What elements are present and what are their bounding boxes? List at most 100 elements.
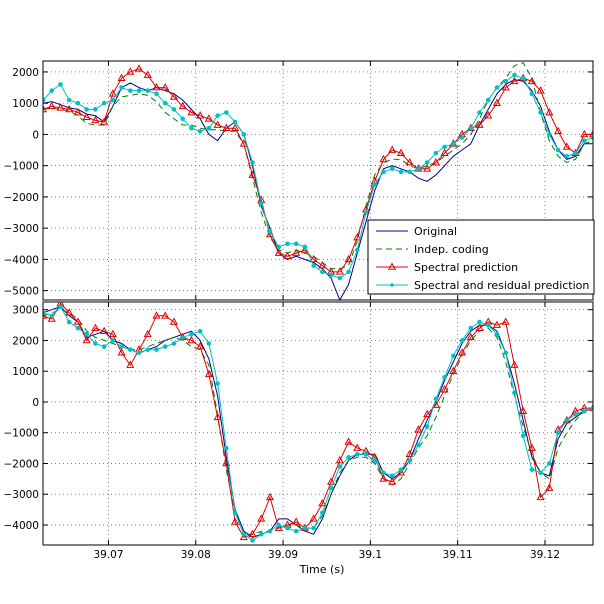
triangle-marker bbox=[65, 308, 74, 316]
triangle-marker bbox=[318, 498, 327, 507]
dot-marker bbox=[145, 88, 151, 93]
dot-marker bbox=[241, 531, 247, 537]
dot-marker bbox=[293, 528, 299, 534]
triangle-marker bbox=[126, 67, 135, 75]
triangle-marker bbox=[449, 366, 458, 375]
dot-marker bbox=[459, 338, 465, 343]
triangle-marker bbox=[440, 385, 449, 393]
dot-marker bbox=[354, 247, 360, 253]
triangle-marker bbox=[554, 126, 563, 135]
triangle-marker bbox=[222, 123, 231, 131]
dot-marker bbox=[433, 396, 439, 402]
dot-marker bbox=[75, 325, 81, 331]
dot-marker bbox=[363, 451, 369, 457]
dot-marker bbox=[547, 461, 552, 466]
dot-marker bbox=[320, 510, 325, 516]
dot-marker bbox=[136, 350, 142, 356]
dot-marker bbox=[416, 166, 421, 172]
dot-marker bbox=[136, 88, 142, 93]
series-group bbox=[43, 302, 593, 543]
series-group bbox=[43, 61, 593, 300]
top-panel: 2000 1000 0 −1000 −2000 −3000 −4000 −5000 bbox=[3, 60, 594, 301]
y-tick-label: −2000 bbox=[3, 192, 39, 204]
dot-marker bbox=[66, 319, 72, 325]
triangle-marker bbox=[335, 267, 344, 275]
dot-marker bbox=[459, 135, 465, 140]
triangle-marker bbox=[108, 89, 117, 97]
dot-marker bbox=[547, 132, 552, 137]
y-tick-label: −4000 bbox=[3, 520, 39, 532]
plot-frame bbox=[42, 60, 594, 301]
triangle-marker bbox=[187, 108, 196, 116]
triangle-marker bbox=[100, 326, 109, 335]
triangle-marker bbox=[274, 523, 283, 531]
dot-marker bbox=[224, 445, 229, 451]
triangle-marker bbox=[545, 108, 554, 116]
dot-marker bbox=[538, 470, 543, 476]
triangle-marker bbox=[466, 332, 475, 341]
dot-marker bbox=[311, 525, 316, 531]
dot-marker bbox=[171, 341, 177, 346]
triangle-marker bbox=[65, 104, 74, 113]
series-line-2 bbox=[43, 61, 593, 270]
dot-marker bbox=[354, 451, 360, 457]
y-tick-label: 2000 bbox=[12, 67, 39, 79]
dot-marker bbox=[468, 325, 474, 331]
triangle-marker bbox=[335, 455, 344, 464]
dot-marker bbox=[363, 210, 369, 215]
dot-marker bbox=[101, 344, 107, 349]
x-tick-label: 39.1 bbox=[359, 549, 382, 561]
dot-marker bbox=[372, 182, 378, 187]
triangle-marker bbox=[248, 170, 257, 178]
dot-marker bbox=[154, 91, 159, 97]
triangle-marker bbox=[161, 311, 170, 319]
triangle-marker bbox=[56, 103, 65, 111]
dot-marker bbox=[433, 150, 439, 156]
triangle-marker bbox=[231, 123, 240, 131]
dot-marker bbox=[398, 169, 404, 175]
x-axis-label: Time (s) bbox=[299, 563, 345, 576]
dot-marker bbox=[328, 272, 334, 278]
x-tick-label: 39.11 bbox=[443, 549, 473, 561]
dot-marker bbox=[75, 100, 81, 106]
dot-marker bbox=[128, 347, 133, 352]
dot-marker bbox=[320, 269, 325, 275]
y-tick-label: 2000 bbox=[12, 335, 39, 347]
dot-marker bbox=[442, 144, 447, 150]
dot-marker bbox=[538, 110, 543, 115]
dot-marker bbox=[512, 390, 517, 396]
triangle-marker bbox=[143, 329, 152, 338]
triangle-marker bbox=[379, 474, 388, 482]
dot-marker bbox=[110, 97, 116, 103]
legend-label: Original bbox=[414, 225, 457, 238]
dot-marker bbox=[520, 75, 526, 81]
triangle-marker bbox=[292, 248, 301, 256]
dot-marker bbox=[573, 411, 578, 417]
triangle-marker bbox=[536, 492, 545, 501]
plot-frame bbox=[42, 301, 594, 546]
dot-marker bbox=[485, 322, 491, 328]
dot-marker bbox=[346, 269, 351, 275]
triangle-marker bbox=[100, 117, 109, 125]
triangle-marker bbox=[292, 517, 301, 525]
triangle-marker bbox=[213, 412, 222, 421]
dot-marker bbox=[477, 319, 482, 325]
x-tick-label: 39.09 bbox=[268, 549, 298, 561]
x-tick-label: 39.07 bbox=[93, 549, 123, 561]
y-tick-label: −2000 bbox=[3, 458, 39, 470]
series-line-1 bbox=[43, 79, 593, 300]
dot-marker bbox=[145, 347, 151, 352]
triangle-marker bbox=[152, 311, 161, 319]
y-tick-label: 3000 bbox=[12, 305, 39, 317]
dot-marker bbox=[250, 160, 255, 165]
dot-marker bbox=[58, 304, 63, 309]
triangle-marker bbox=[405, 449, 414, 458]
y-tick-label: −5000 bbox=[3, 286, 39, 298]
bottom-panel: 39.07 39.08 39.09 39.1 39.11 39.12 3000 2000 100… bbox=[3, 301, 594, 561]
dot-marker bbox=[101, 100, 107, 106]
legend-label: Spectral and residual prediction bbox=[414, 279, 589, 292]
triangle-marker bbox=[545, 483, 554, 491]
triangle-marker bbox=[47, 314, 56, 322]
triangle-marker bbox=[353, 232, 362, 241]
triangle-marker bbox=[318, 261, 327, 269]
